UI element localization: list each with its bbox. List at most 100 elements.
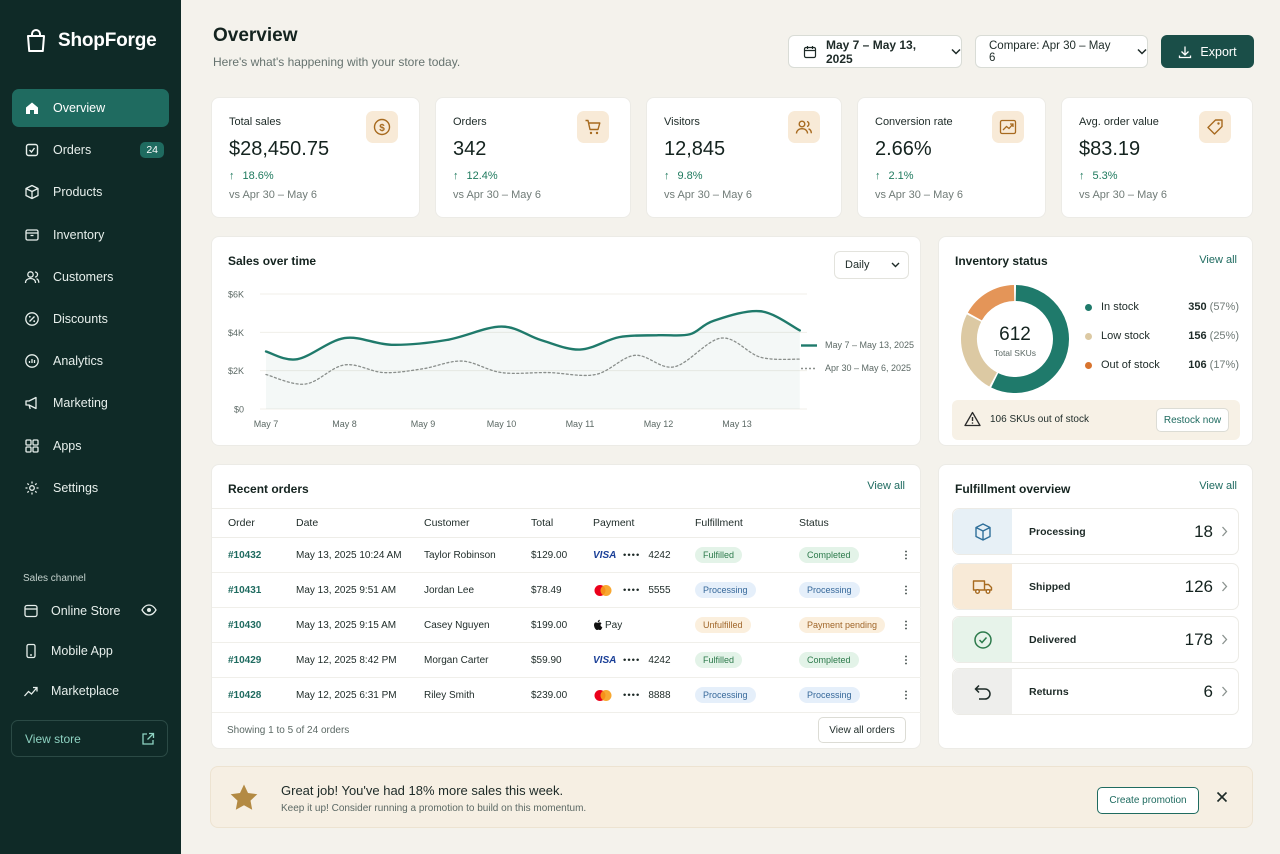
table-row[interactable]: #10431 May 13, 2025 9:51 AM Jordan Lee $… [212, 572, 921, 608]
create-promotion-button[interactable]: Create promotion [1097, 787, 1199, 814]
logo[interactable]: ShopForge [24, 28, 157, 54]
order-id-link[interactable]: #10430 [228, 619, 262, 631]
kpi-card-visitors[interactable]: Visitors 12,845 ↑ 9.8% vs Apr 30 – May 6 [646, 97, 842, 218]
inventory-row-count-value: 106 [1188, 359, 1207, 371]
sidebar-item-overview[interactable]: Overview [12, 89, 169, 127]
kpi-card-orders[interactable]: Orders 342 ↑ 12.4% vs Apr 30 – May 6 [435, 97, 631, 218]
view-store-button[interactable]: View store [11, 720, 168, 757]
column-header[interactable]: Total [531, 508, 593, 538]
kpi-value: 2.66% [875, 138, 932, 160]
sidebar-item-discounts[interactable]: Discounts [12, 300, 169, 338]
kpi-value: $83.19 [1079, 138, 1141, 160]
card-dots: •••• [623, 689, 641, 701]
inventory-row-out-of-stock: Out of stock 106 (17%) [1085, 358, 1239, 374]
out-of-stock-text: 106 SKUs out of stock [990, 414, 1089, 425]
view-all-orders-button[interactable]: View all orders [818, 717, 906, 743]
more-actions-icon[interactable]: ⋮ [891, 607, 921, 643]
restock-now-button[interactable]: Restock now [1156, 408, 1229, 432]
kpi-card-avg-order-value[interactable]: Avg. order value $83.19 ↑ 5.3% vs Apr 30 … [1061, 97, 1253, 218]
x-tick-label: May 8 [332, 419, 357, 429]
fulfillment-view-all-link[interactable]: View all [1199, 480, 1237, 492]
kpi-compare: vs Apr 30 – May 6 [1079, 189, 1168, 201]
pagination-summary: Showing 1 to 5 of 24 orders [227, 725, 350, 736]
promo-banner: Great job! You've had 18% more sales thi… [210, 766, 1253, 828]
card-last4: 5555 [648, 584, 671, 596]
payment-method: VISA •••• 4242 [593, 550, 695, 561]
package-icon [953, 509, 1012, 554]
kpi-delta-value: 5.3% [1092, 170, 1118, 182]
order-date: May 13, 2025 9:15 AM [296, 607, 424, 643]
order-id-link[interactable]: #10428 [228, 689, 262, 701]
sidebar-item-apps[interactable]: Apps [12, 427, 169, 465]
sidebar-item-customers[interactable]: Customers [12, 258, 169, 296]
interval-select[interactable]: Daily [834, 251, 909, 279]
channel-mobile-app[interactable]: Mobile App [12, 631, 169, 671]
more-actions-icon[interactable]: ⋮ [891, 537, 921, 573]
inventory-row-count: 106 (17%) [1188, 359, 1239, 371]
cart-icon [577, 111, 609, 143]
column-header[interactable]: Date [296, 508, 424, 538]
export-button[interactable]: Export [1161, 35, 1254, 68]
channel-marketplace[interactable]: Marketplace [12, 671, 169, 711]
table-row[interactable]: #10432 May 13, 2025 10:24 AM Taylor Robi… [212, 537, 921, 573]
inventory-view-all-link[interactable]: View all [1199, 254, 1237, 266]
sidebar-item-settings[interactable]: Settings [12, 469, 169, 507]
table-row[interactable]: #10429 May 12, 2025 8:42 PM Morgan Carte… [212, 642, 921, 678]
more-actions-icon[interactable]: ⋮ [891, 572, 921, 608]
kpi-card-total-sales[interactable]: Total sales $28,450.75 ↑ 18.6% vs Apr 30 … [211, 97, 420, 218]
arrow-up-icon: ↑ [453, 170, 459, 182]
legend-dot [1085, 333, 1092, 340]
column-header[interactable]: Fulfillment [695, 508, 799, 538]
promo-title: Great job! You've had 18% more sales thi… [281, 783, 564, 798]
fulfillment-item-processing[interactable]: Processing 18 [952, 508, 1239, 555]
sidebar-item-label: Customers [53, 269, 114, 284]
fulfillment-item-shipped[interactable]: Shipped 126 [952, 563, 1239, 610]
svg-text:$: $ [379, 123, 385, 134]
sidebar-item-marketing[interactable]: Marketing [12, 384, 169, 422]
sales-channel-list: Online Store Mobile App Marketplace [12, 591, 169, 711]
fulfillment-label: Processing [1029, 526, 1086, 538]
order-id-link[interactable]: #10429 [228, 654, 262, 666]
compare-range-picker[interactable]: Compare: Apr 30 – May 6 [975, 35, 1148, 68]
sidebar-item-orders[interactable]: Orders 24 [12, 131, 169, 169]
kpi-label: Conversion rate [875, 116, 953, 128]
external-link-icon [141, 732, 155, 746]
table-row[interactable]: #10430 May 13, 2025 9:15 AM Casey Nguyen… [212, 607, 921, 643]
chevron-right-icon [1221, 581, 1228, 592]
inventory-row-pct: (17%) [1209, 359, 1239, 371]
kpi-delta-value: 18.6% [242, 170, 274, 182]
x-tick-label: May 10 [487, 419, 517, 429]
date-range-picker[interactable]: May 7 – May 13, 2025 [788, 35, 962, 68]
inventory-row-low-stock: Low stock 156 (25%) [1085, 329, 1239, 345]
sales-line-chart: $0 $2K $4K $6K May 7 May 8 May 9 May 10 May 11 Ma… [228, 290, 807, 429]
order-id-link[interactable]: #10431 [228, 584, 262, 596]
column-header[interactable]: Payment [593, 508, 695, 538]
sidebar-item-label: Analytics [53, 354, 104, 369]
order-id-link[interactable]: #10432 [228, 549, 262, 561]
table-row[interactable]: #10428 May 12, 2025 6:31 PM Riley Smith … [212, 677, 921, 713]
truck-icon [953, 564, 1012, 609]
y-tick-label: $0 [234, 405, 244, 415]
kpi-card-conversion-rate[interactable]: Conversion rate 2.66% ↑ 2.1% vs Apr 30 – … [857, 97, 1046, 218]
column-header[interactable]: Status [799, 508, 891, 538]
more-actions-icon[interactable]: ⋮ [891, 642, 921, 678]
donut-slice-out-of-stock [967, 285, 1015, 321]
fulfillment-item-returns[interactable]: Returns 6 [952, 668, 1239, 715]
column-header[interactable]: Customer [424, 508, 531, 538]
recent-orders-view-all-link[interactable]: View all [867, 480, 905, 492]
apple-icon [593, 619, 603, 631]
card-last4: 8888 [648, 689, 671, 701]
fulfillment-item-delivered[interactable]: Delivered 178 [952, 616, 1239, 663]
dollar-icon: $ [366, 111, 398, 143]
sidebar-item-analytics[interactable]: Analytics [12, 342, 169, 380]
close-icon[interactable] [1216, 791, 1228, 803]
sidebar-item-label: Overview [53, 101, 106, 115]
sidebar-item-inventory[interactable]: Inventory [12, 216, 169, 254]
column-header[interactable]: Order [212, 508, 296, 538]
eye-icon[interactable] [141, 604, 157, 616]
inventory-row-count-value: 350 [1188, 301, 1207, 313]
channel-online-store[interactable]: Online Store [12, 591, 169, 631]
more-actions-icon[interactable]: ⋮ [891, 677, 921, 713]
visa-icon: VISA [593, 654, 617, 666]
sidebar-item-products[interactable]: Products [12, 173, 169, 211]
